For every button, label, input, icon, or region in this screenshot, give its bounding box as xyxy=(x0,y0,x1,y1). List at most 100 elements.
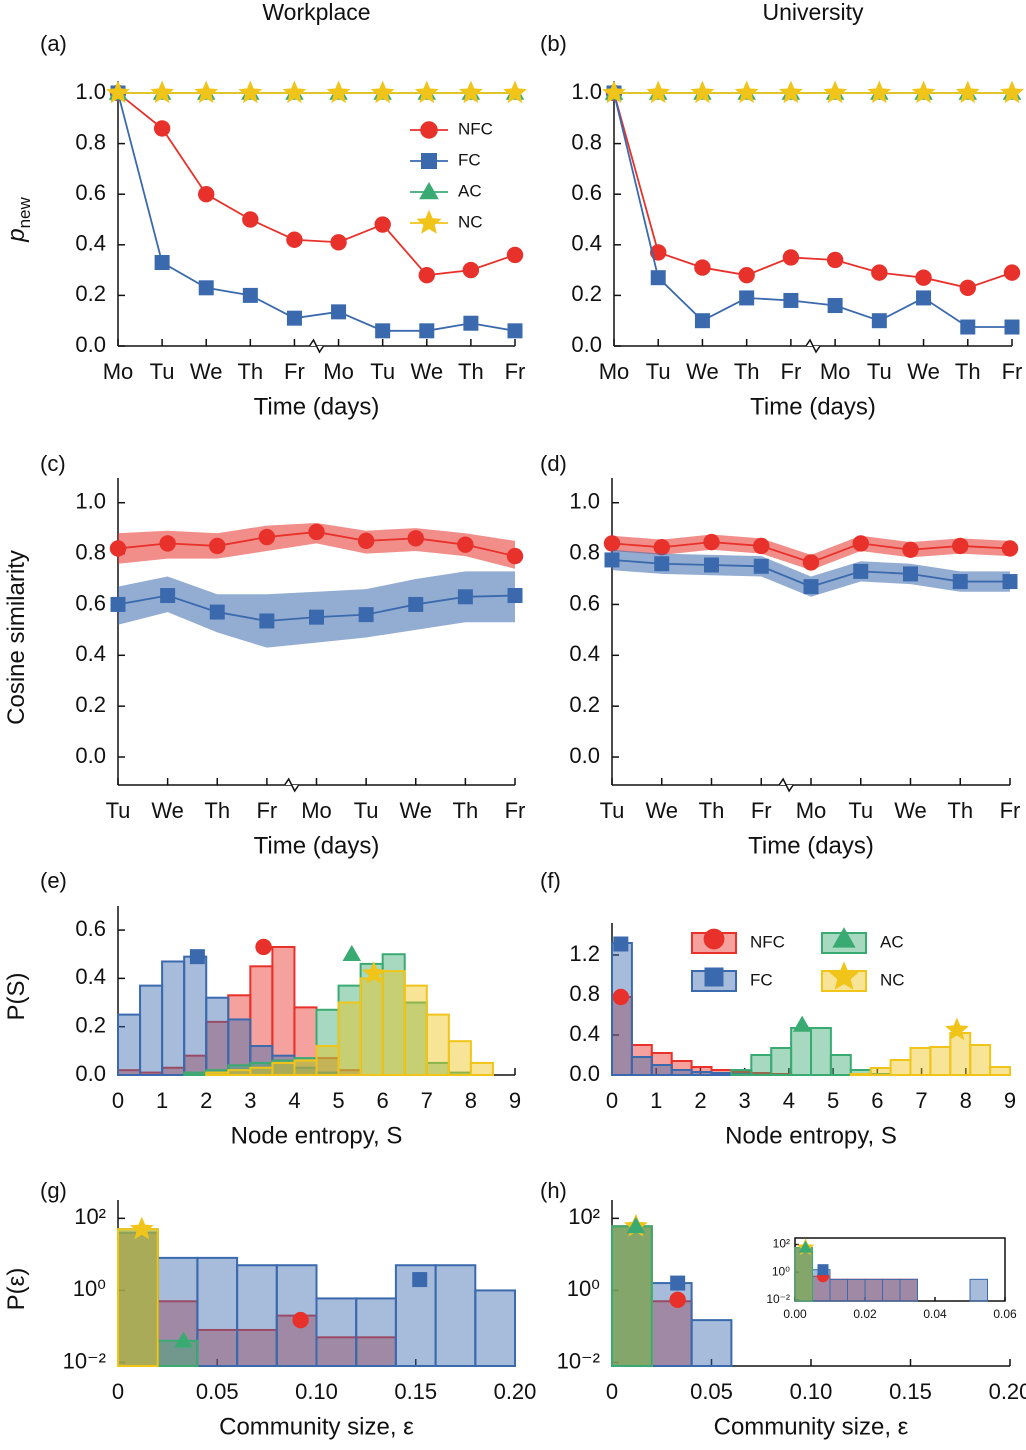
x-tick-label: 6 xyxy=(871,1088,883,1113)
x-tick-label: Th xyxy=(204,798,230,823)
x-tick-label: 0.10 xyxy=(790,1379,833,1404)
legend-label: AC xyxy=(880,932,904,951)
y-tick-label: 0.6 xyxy=(571,180,602,205)
column-title: University xyxy=(763,0,864,25)
x-tick-label: Mo xyxy=(796,798,827,823)
panel-label: (d) xyxy=(540,451,567,476)
marker xyxy=(506,547,524,565)
x-tick-label: 0 xyxy=(112,1088,124,1113)
marker xyxy=(238,80,263,104)
marker xyxy=(258,528,276,546)
histogram-bar xyxy=(469,1061,494,1077)
marker xyxy=(255,938,272,956)
marker xyxy=(106,80,130,104)
x-tick-label: Fr xyxy=(781,359,802,384)
marker xyxy=(738,266,755,284)
y-axis-label: pnew xyxy=(3,197,34,243)
axis-break xyxy=(778,777,794,793)
marker xyxy=(778,80,803,104)
y-axis-label-main: Cosine similarity xyxy=(3,550,30,725)
x-tick-label: 0.20 xyxy=(989,1379,1026,1404)
histogram-bar xyxy=(630,1056,653,1076)
y-axis-label: P(ε) xyxy=(3,1268,30,1311)
y-tick-label: 0.6 xyxy=(75,590,106,615)
marker xyxy=(739,290,755,306)
y-tick-label: 0.4 xyxy=(75,641,106,666)
x-tick-label: 3 xyxy=(739,1088,751,1113)
x-tick-label: 0.10 xyxy=(295,1379,338,1404)
x-axis-label: Time (days) xyxy=(254,393,380,420)
y-tick-label: 10⁻² xyxy=(63,1348,106,1373)
histogram-bar xyxy=(899,1278,918,1302)
x-tick-label: 0.20 xyxy=(494,1379,537,1404)
histogram-bar xyxy=(355,1297,397,1368)
histogram-bar xyxy=(650,1064,673,1076)
x-tick-label: 8 xyxy=(960,1088,972,1113)
y-tick-label: 0.8 xyxy=(75,539,106,564)
marker xyxy=(370,80,395,104)
histogram-bar xyxy=(381,970,406,1077)
y-tick-label: 0.4 xyxy=(75,964,106,989)
marker xyxy=(209,537,226,555)
histogram-bar xyxy=(710,1072,733,1076)
marker xyxy=(853,563,869,579)
marker xyxy=(612,988,630,1006)
y-tick-label: 0.2 xyxy=(75,281,106,306)
x-tick-label: 4 xyxy=(288,1088,300,1113)
y-tick-label: 0.0 xyxy=(569,1061,600,1086)
marker xyxy=(507,588,523,604)
histogram-bar xyxy=(337,1001,362,1076)
series-line xyxy=(613,92,1012,328)
marker xyxy=(286,310,302,326)
marker xyxy=(419,323,435,339)
histogram-bar xyxy=(205,1071,230,1076)
legend-label: NC xyxy=(880,970,905,989)
x-tick-label: Fr xyxy=(505,798,526,823)
x-tick-label: 0.00 xyxy=(783,1307,807,1321)
y-tick-label: 0.6 xyxy=(75,180,106,205)
x-tick-label: Tu xyxy=(370,359,395,384)
y-tick-label: 0.6 xyxy=(75,916,106,941)
marker xyxy=(242,211,259,228)
x-axis-label: Time (days) xyxy=(748,832,874,859)
histogram-bar xyxy=(236,1264,278,1368)
histogram-bar xyxy=(293,1059,318,1076)
x-tick-label: 0.15 xyxy=(394,1379,437,1404)
x-tick-label: Tu xyxy=(646,359,671,384)
legend-label: NFC xyxy=(750,932,785,951)
marker xyxy=(160,588,176,604)
marker xyxy=(1001,540,1019,557)
y-tick-label: 0.2 xyxy=(75,692,106,717)
marker xyxy=(242,287,258,303)
histogram-bar xyxy=(403,984,428,1077)
histogram-bar xyxy=(205,996,230,1077)
histogram-bar xyxy=(989,1066,1011,1076)
x-tick-label: We xyxy=(686,359,719,384)
marker xyxy=(653,539,670,556)
x-tick-label: 2 xyxy=(694,1088,706,1113)
marker xyxy=(309,609,324,625)
y-tick-label: 0.6 xyxy=(569,590,600,615)
marker xyxy=(734,80,759,104)
marker xyxy=(330,234,347,251)
marker xyxy=(916,290,932,306)
histogram-bar xyxy=(810,1027,832,1076)
marker xyxy=(650,244,667,261)
marker xyxy=(654,556,670,572)
marker xyxy=(753,537,770,555)
marker xyxy=(153,120,171,137)
x-tick-label: Th xyxy=(458,359,484,384)
x-tick-label: 0.06 xyxy=(993,1307,1017,1321)
marker xyxy=(871,264,888,281)
y-axis-label: P(S) xyxy=(3,973,30,1021)
marker xyxy=(952,537,969,555)
axis-break xyxy=(284,777,300,793)
marker xyxy=(694,313,710,329)
histogram-bar xyxy=(117,1228,159,1367)
y-tick-label: 10⁰ xyxy=(567,1276,600,1301)
y-tick-label: 0.0 xyxy=(571,332,602,357)
y-tick-label: 0.0 xyxy=(569,743,600,768)
y-tick-label: 10² xyxy=(74,1204,106,1229)
x-tick-label: Th xyxy=(453,798,479,823)
